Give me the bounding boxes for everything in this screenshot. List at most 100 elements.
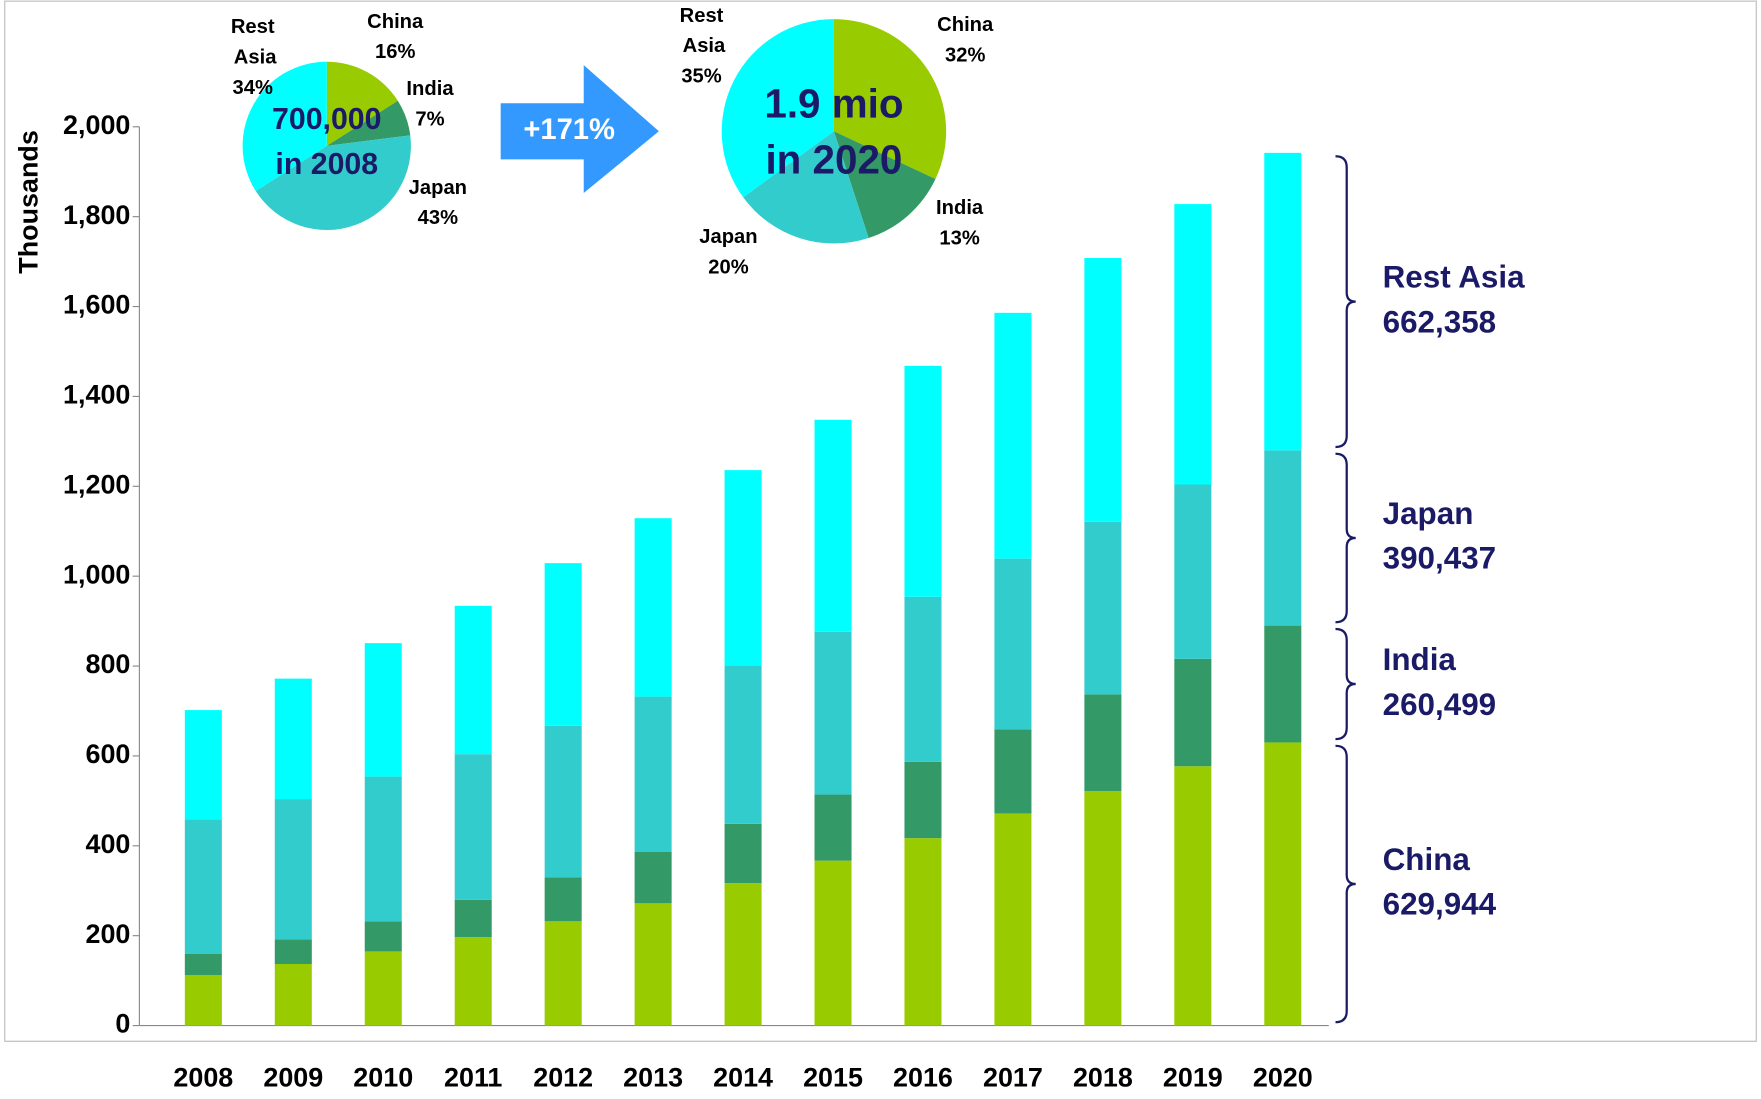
annotation-text: 629,944 — [1383, 887, 1497, 922]
bar-segment — [544, 725, 582, 878]
bar-segment — [814, 794, 852, 861]
bar-segment — [1084, 790, 1122, 1026]
pie-value-label: 32% — [945, 44, 985, 66]
pie-label: India — [406, 78, 454, 100]
bar-segment — [724, 823, 762, 884]
annotation-label: Japan — [1383, 496, 1474, 531]
bar-segment — [814, 631, 852, 795]
pie-slice — [326, 100, 411, 146]
y-tick-label: 800 — [86, 649, 131, 679]
pie-value-label: 43% — [418, 207, 458, 229]
pie-label: Japan — [699, 226, 757, 248]
bar-segment — [364, 951, 402, 1026]
bar-segment — [1084, 258, 1122, 522]
bar-segment — [454, 605, 492, 755]
y-tick-label: 400 — [86, 829, 131, 859]
x-tick-label: 2018 — [1073, 1063, 1133, 1093]
x-tick-label: 2020 — [1253, 1063, 1313, 1093]
bar-segment — [994, 729, 1032, 814]
bar-segment — [634, 851, 672, 904]
annotation-label: China — [1383, 842, 1471, 877]
annotation-text: 260,499 — [1383, 687, 1497, 722]
bar-segment — [724, 470, 762, 666]
pie-center-text: in 2008 — [275, 148, 378, 181]
bar-segment — [454, 937, 492, 1026]
y-tick-label: 1,400 — [63, 380, 130, 410]
bar-segment — [184, 953, 222, 976]
bar-segment — [364, 921, 402, 952]
pie-slice — [255, 135, 411, 231]
annotation-text: 662,358 — [1383, 304, 1497, 339]
brace — [1335, 155, 1356, 449]
pie-value-label: 7% — [415, 108, 444, 130]
x-tick-label: 2016 — [893, 1063, 953, 1093]
bar-segment — [994, 312, 1032, 559]
bar-segment — [274, 799, 312, 940]
brace — [1335, 627, 1356, 741]
pie-slice — [743, 131, 869, 244]
y-tick-label: 1,600 — [63, 290, 130, 320]
bar-segment — [994, 558, 1032, 730]
y-tick-label: 1,200 — [63, 469, 130, 499]
bar-segment — [544, 877, 582, 922]
brace — [1335, 452, 1356, 624]
x-tick-label: 2014 — [713, 1063, 773, 1093]
pie-value-label: 13% — [939, 227, 979, 249]
y-axis-label: Thousands — [14, 130, 44, 274]
bar-segment — [1264, 450, 1302, 626]
bar-segment — [184, 819, 222, 954]
bar-segment — [904, 365, 942, 597]
bar-segment — [184, 975, 222, 1026]
pie-value-label: 34% — [233, 77, 273, 99]
x-tick-label: 2011 — [444, 1063, 502, 1093]
pie-center-text: in 2020 — [765, 136, 902, 182]
x-tick-label: 2008 — [173, 1063, 233, 1093]
brace — [1335, 744, 1356, 1024]
pie-value-label: 35% — [681, 66, 721, 88]
y-tick-label: 2,000 — [63, 110, 130, 140]
bar-segment — [454, 754, 492, 900]
bar-segment — [1174, 204, 1212, 485]
bar-segment — [634, 903, 672, 1026]
x-tick-label: 2010 — [353, 1063, 413, 1093]
pie-value-label: 16% — [375, 41, 415, 63]
bar-segment — [1084, 521, 1122, 695]
bar-segment — [1084, 694, 1122, 791]
bar-segment — [364, 776, 402, 922]
bar-segment — [274, 963, 312, 1026]
annotation-label: Rest Asia — [1383, 259, 1526, 294]
bar-segment — [634, 696, 672, 852]
pie-slice — [242, 61, 327, 191]
bar-segment — [1174, 658, 1212, 767]
bar-segment — [904, 838, 942, 1026]
bar-segment — [904, 761, 942, 839]
arrow — [500, 65, 659, 193]
bar-segment — [1174, 766, 1212, 1026]
bar-segment — [814, 419, 852, 632]
y-tick-label: 200 — [86, 919, 131, 949]
bar-segment — [544, 563, 582, 726]
bar-segment — [454, 899, 492, 938]
bar-segment — [544, 921, 582, 1026]
bar-segment — [1264, 625, 1302, 743]
bar-segment — [994, 813, 1032, 1026]
bar-segment — [724, 665, 762, 824]
annotation-text: 390,437 — [1383, 541, 1497, 576]
pie-slice — [326, 61, 398, 146]
x-tick-label: 2015 — [803, 1063, 863, 1093]
bar-segment — [274, 678, 312, 800]
x-tick-label: 2013 — [623, 1063, 683, 1093]
pie-label: India — [936, 197, 984, 219]
pie-label: Japan — [409, 177, 467, 199]
pie-label: Rest Asia — [229, 16, 277, 68]
pie-center-text: 700,000 — [272, 103, 381, 136]
x-tick-label: 2009 — [263, 1063, 323, 1093]
annotation-label: India — [1383, 642, 1457, 677]
y-tick-label: 1,000 — [63, 559, 130, 589]
y-tick-label: 0 — [115, 1009, 130, 1039]
bar-segment — [634, 518, 672, 697]
y-tick-label: 1,800 — [63, 200, 130, 230]
x-tick-label: 2019 — [1163, 1063, 1223, 1093]
bar-segment — [814, 860, 852, 1026]
